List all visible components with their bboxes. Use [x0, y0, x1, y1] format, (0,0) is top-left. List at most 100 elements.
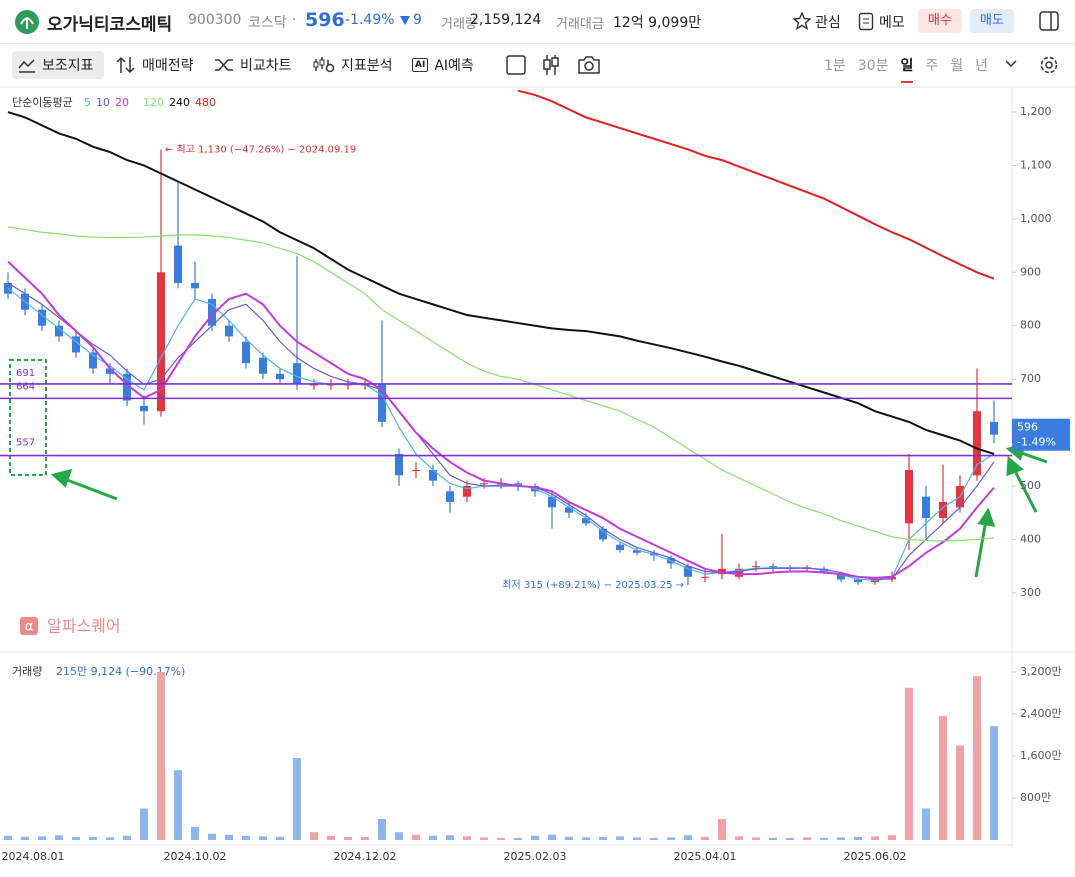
legend-entry: 10 [96, 96, 110, 109]
last-change: -1.49% [1017, 436, 1056, 449]
chart-type-tool[interactable] [542, 54, 560, 76]
period-tab[interactable]: 주 [925, 58, 939, 74]
draw-tool[interactable] [506, 55, 526, 75]
period-tab[interactable]: 30분 [857, 58, 889, 74]
last-price: 596 [1017, 421, 1038, 434]
candle-body [582, 518, 590, 524]
memo-icon[interactable] [858, 11, 874, 31]
candle-body [888, 576, 896, 580]
candle-body [480, 483, 488, 485]
candle-body [514, 483, 522, 486]
volume-bar [208, 833, 216, 840]
candle-body [208, 299, 216, 326]
period-tab[interactable]: 년 [975, 58, 989, 74]
arrow-head [1005, 442, 1027, 461]
y-tick-label: 700 [1020, 372, 1041, 385]
tool-icon [313, 57, 335, 73]
watch-button[interactable]: 관심 [815, 15, 841, 31]
volume-bar [786, 837, 794, 840]
legend-title: 단순이동평균 [12, 96, 73, 109]
buy-button[interactable]: 매수 [918, 9, 962, 33]
panel-toggle[interactable] [1039, 11, 1059, 31]
x-tick-label: 2025.06.02 [844, 850, 907, 863]
candle-body [89, 352, 97, 369]
tool-analysis[interactable]: 지표분석 [313, 55, 393, 75]
star-icon[interactable] [793, 12, 811, 30]
arrow [61, 476, 118, 501]
arrows [50, 442, 1048, 578]
change-rate: -1.49% [345, 12, 395, 28]
candle-body [599, 528, 607, 540]
stock-name: 오가닉티코스메틱 [47, 15, 173, 35]
candle-body [225, 325, 233, 337]
candle-body [769, 566, 777, 568]
candle-body [395, 453, 403, 476]
volume-bar [55, 835, 63, 840]
candle-body [174, 245, 182, 283]
x-tick-label: 2024.12.02 [334, 850, 397, 863]
volume-bar [769, 837, 777, 840]
volume-bar [616, 836, 624, 840]
low-annotation: 최저 315 (+89.21%) − 2025.03.25 → [502, 579, 684, 591]
candle-body [361, 384, 369, 386]
settings-icon[interactable] [1039, 55, 1059, 75]
candle-body [463, 485, 471, 497]
legend-entry: 120 [143, 96, 164, 109]
volume-bar [633, 837, 641, 840]
volume-bar [701, 836, 709, 840]
high-annotation: ← 최고 1,130 (−47.26%) − 2024.09.19 [165, 143, 356, 155]
tool-label: 매매전략 [142, 58, 194, 74]
volume-title: 거래량 [12, 665, 42, 678]
watermark: 알파스퀘어 [47, 617, 121, 636]
volume-bar [157, 672, 165, 840]
volume-bar [276, 836, 284, 840]
tool-strategy[interactable]: 매매전략 [116, 55, 194, 75]
memo-button[interactable]: 메모 [879, 15, 905, 31]
volume-bar [990, 726, 998, 840]
volume-bar [905, 687, 913, 840]
period-tab[interactable]: 월 [950, 58, 964, 74]
level-label: 557 [16, 438, 35, 449]
candle-body [429, 469, 437, 481]
candle-body [4, 282, 12, 294]
candle-body [701, 576, 709, 578]
y-tick-label: 900 [1020, 265, 1041, 278]
candle-body [871, 579, 879, 583]
candle-body [191, 282, 199, 289]
tool-compare[interactable]: 비교차트 [214, 55, 292, 75]
period-tab[interactable]: 1분 [824, 58, 846, 74]
volume-bar [378, 819, 386, 840]
volume-bar [225, 834, 233, 840]
legend-entry: 240 [169, 96, 190, 109]
period-more[interactable] [1005, 60, 1017, 68]
tool-ai[interactable]: AI AI예측 [412, 55, 474, 75]
candle-body [650, 552, 658, 556]
candle-body [276, 373, 284, 380]
tool-indicators[interactable]: 보조지표 [18, 55, 94, 75]
candle-body [854, 579, 862, 583]
candle-body [106, 368, 114, 374]
separator: · [292, 12, 297, 28]
volume-bar [837, 837, 845, 840]
volume-bar [191, 826, 199, 840]
camera-tool[interactable] [578, 55, 600, 75]
y-tick-label: 1,600만 [1020, 749, 1062, 762]
volume-subtitle: 215만 9,124 (−90.17%) [56, 665, 185, 678]
volume-bar [871, 836, 879, 840]
candle-body [446, 491, 454, 503]
volume-bar [803, 837, 811, 840]
y-tick-label: 1,000 [1020, 212, 1052, 225]
volume-bar [531, 835, 539, 840]
volume-bar [106, 837, 114, 840]
volume-bar [89, 836, 97, 840]
candle-body [548, 496, 556, 508]
period-tab[interactable]: 일 [900, 55, 914, 83]
volume-bar [395, 832, 403, 840]
candle-body [667, 558, 675, 564]
volume-bar [599, 836, 607, 840]
candle-body [123, 373, 131, 401]
volume-bar [667, 837, 675, 840]
volume-bar [174, 770, 182, 840]
volume-bar [922, 808, 930, 840]
sell-button[interactable]: 매도 [970, 9, 1014, 33]
